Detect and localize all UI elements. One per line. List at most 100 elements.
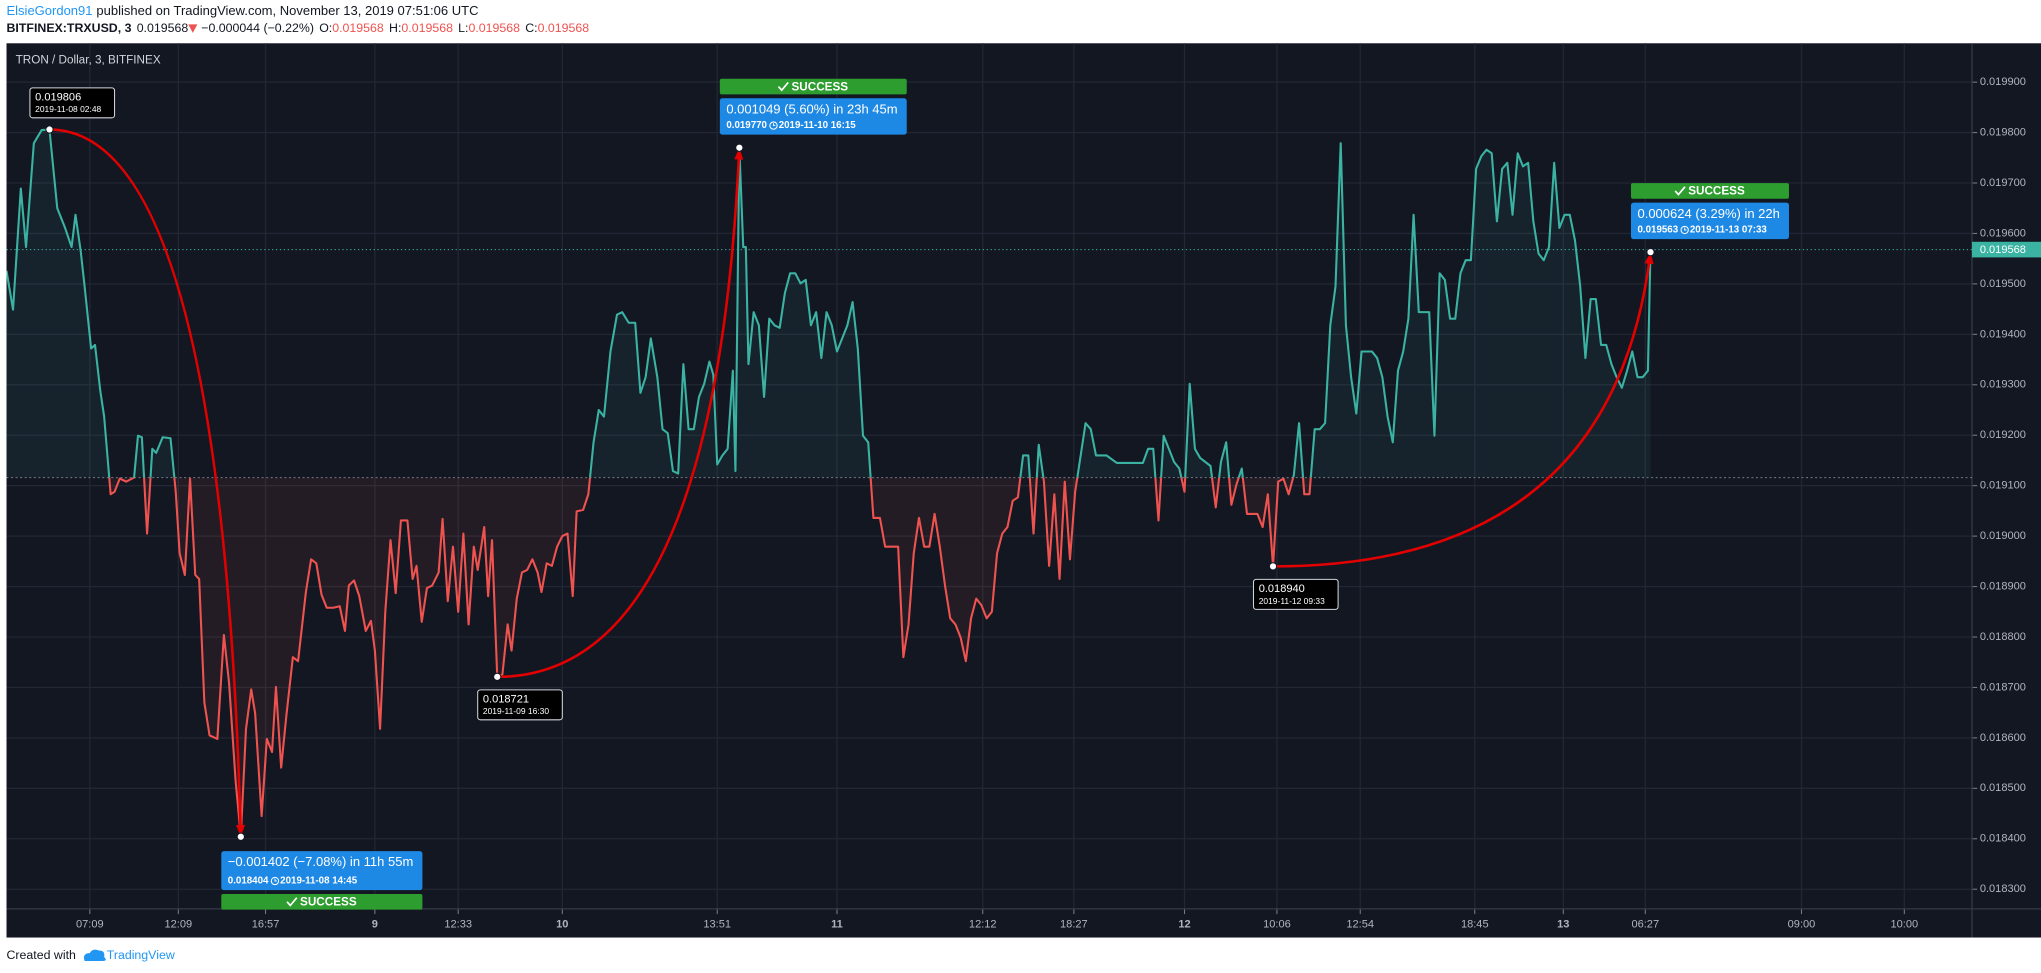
published-note: published on TradingView.com, November 1… [96,3,478,18]
end-point [1646,247,1655,257]
y-tick-label: 0.018600 [1980,732,2026,744]
arrow-head [734,147,744,160]
result-change: 0.000624 (3.29%) in 22h [1637,206,1779,221]
start-price: 0.018940 [1259,583,1305,595]
result-change: −0.001402 (−7.08%) in 11h 55m [228,854,414,869]
start-label-box [1252,578,1339,610]
y-tick-label: 0.018500 [1980,782,2026,794]
x-tick-label: 18:45 [1461,918,1489,930]
y-tick-label: 0.019500 [1980,278,2026,290]
result-target: 0.019770 [726,120,767,131]
x-tick-label: 13:51 [703,918,731,930]
x-tick-label: 12:54 [1346,918,1374,930]
header-line: ElsieGordon91 published on TradingView.co… [7,3,479,18]
ohlc-value: 0.019568 [538,21,590,35]
clock-hands [274,878,277,882]
y-tick-label: 0.019600 [1980,227,2026,239]
x-tick-label: 12:33 [444,918,472,930]
down-arrow-icon [188,24,198,33]
brand-link[interactable]: TradingView [107,948,175,962]
result-target: 0.019563 [1637,225,1678,236]
start-date: 2019-11-08 02:48 [35,104,101,114]
check-icon [777,81,789,92]
projection-arrow [49,128,243,837]
x-tick-label: 10:00 [1890,918,1918,930]
result-date: 2019-11-13 07:33 [1690,225,1768,236]
symbol-line: BITFINEX:TRXUSD, 3 0.019568 [7,21,189,35]
clock-icon [270,876,280,886]
ohlc-key: H: [389,21,401,35]
change-line: −0.000044 (−0.22%) O:0.019568 H:0.019568 L:… [201,21,589,35]
y-tick-label: 0.019700 [1980,177,2026,189]
y-tick-label: 0.018800 [1980,631,2026,643]
y-tick-label: 0.019100 [1980,480,2026,492]
start-point [45,125,54,134]
ohlc-value: 0.019568 [468,21,520,35]
ohlc-key: C: [525,21,537,35]
x-tick-label: 16:57 [252,918,280,930]
start-date: 2019-11-09 16:30 [483,706,549,716]
y-tick-label: 0.018700 [1980,681,2026,693]
x-tick-label: 07:09 [76,918,104,930]
x-tick-label: 10:06 [1263,918,1291,930]
start-point [493,672,502,682]
start-point [1268,562,1278,571]
x-tick-label: 10 [556,918,568,930]
start-label-box [477,689,563,721]
result-box [719,98,907,135]
price-change: −0.000044 (−0.22%) [201,21,314,35]
result-box [1630,202,1789,240]
ohlc-key: O: [319,21,332,35]
status-label: SUCCESS [300,896,357,909]
y-tick-label: 0.019800 [1980,126,2026,138]
x-tick-label: 11 [831,918,843,930]
result-date: 2019-11-10 16:15 [779,120,857,131]
check-icon [286,897,298,907]
start-date: 2019-11-12 09:33 [1259,596,1325,606]
result-date: 2019-11-08 14:45 [280,876,358,887]
projection-arrow [1273,251,1652,568]
ohlc-value: 0.019568 [332,21,384,35]
y-tick-label: 0.018300 [1980,883,2026,895]
ohlc-value: 0.019568 [401,21,453,35]
x-tick-label: 12:12 [969,918,997,930]
arrow-head [235,824,246,837]
y-tick-label: 0.019400 [1980,328,2026,340]
last-price: 0.019568 [137,21,189,35]
ohlc-key: L: [458,21,468,35]
y-tick-label: 0.019200 [1980,429,2026,441]
clock-hands [773,123,776,127]
end-point [236,832,245,841]
status-box [1630,183,1789,199]
y-tick-label: 0.019300 [1980,379,2026,391]
result-change: 0.001049 (5.60%) in 23h 45m [726,101,897,116]
x-tick-label: 9 [372,918,378,930]
status-label: SUCCESS [791,80,848,93]
x-tick-label: 09:00 [1788,918,1816,930]
clock-icon [1680,225,1689,235]
arrow-head [1644,252,1654,265]
result-target: 0.018404 [228,876,269,887]
y-tick-label: 0.018900 [1980,580,2026,592]
y-tick-label: 0.019900 [1980,76,2026,88]
symbol: BITFINEX:TRXUSD, 3 [7,21,132,35]
check-icon [1674,186,1686,196]
start-price: 0.019806 [35,92,81,104]
status-label: SUCCESS [1688,185,1745,198]
y-tick-label: 0.018400 [1980,833,2026,845]
x-tick-label: 12:09 [164,918,192,930]
status-box [719,78,907,95]
created-with: Created with [7,948,77,962]
projection-arrow [497,147,741,679]
price-line-down [108,477,1312,838]
author-link[interactable]: ElsieGordon91 [7,3,93,18]
x-tick-label: 06:27 [1631,918,1659,930]
chart-title: TRON / Dollar, 3, BITFINEX [16,53,161,66]
end-point [735,143,744,152]
start-label-box [29,87,116,119]
x-tick-label: 12 [1178,918,1190,930]
plot-layer: 0.018300 0.018400 0.018500 0.018600 0.018700… [6,43,2041,938]
last-price-tag [1972,241,2041,258]
